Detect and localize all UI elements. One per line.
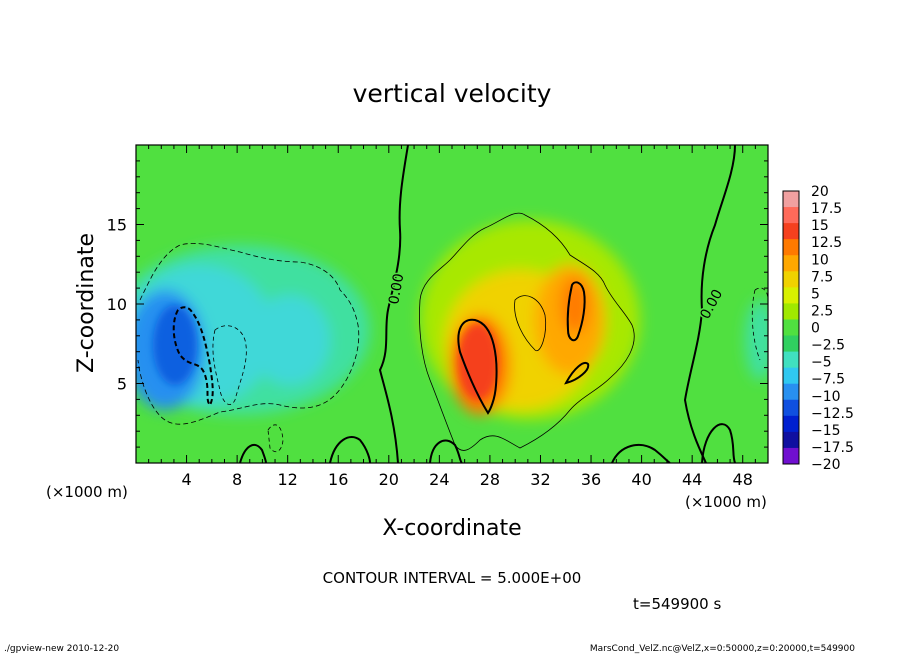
x-tick-label: 4 (181, 470, 191, 489)
colorbar-label: 5 (811, 286, 820, 302)
colorbar-label: 12.5 (811, 235, 842, 251)
colorbar-swatch (783, 255, 799, 272)
colorbar-swatch (783, 367, 799, 385)
chart-title: vertical velocity (353, 79, 552, 108)
footer-left: ./gpview-new 2010-12-20 (4, 644, 119, 654)
colorbar-label: 0 (811, 321, 820, 337)
colorbar-label: 20 (811, 184, 829, 200)
x-unit-left: (×1000 m) (46, 483, 128, 501)
colorbar-label: 10 (811, 252, 829, 268)
x-tick-label: 48 (733, 470, 753, 489)
colorbar-swatch (783, 191, 799, 208)
colorbar-swatch (783, 319, 799, 337)
colorbar-swatch (783, 335, 799, 353)
y-tick-label: 5 (117, 375, 127, 394)
colorbar-label: −10 (811, 389, 841, 405)
axis-ticks (136, 145, 768, 463)
colorbar-label: 17.5 (811, 201, 842, 217)
colorbar-label: −12.5 (811, 406, 854, 422)
y-axis-label: Z-coordinate (74, 233, 99, 373)
colorbar-swatch (783, 351, 799, 369)
colorbar-label: 15 (811, 218, 829, 234)
colorbar-swatch (783, 447, 799, 465)
colorbar-swatch (783, 303, 799, 320)
x-tick-labels: 4 8 12 16 20 24 28 32 36 40 44 48 (181, 470, 752, 489)
colorbar-swatch (783, 399, 799, 417)
colorbar-swatch (783, 431, 799, 449)
x-tick-label: 44 (682, 470, 702, 489)
x-tick-label: 12 (278, 470, 298, 489)
colorbar-swatch (783, 271, 799, 288)
x-tick-label: 8 (232, 470, 242, 489)
colorbar-label: 7.5 (811, 269, 833, 285)
colorbar-swatch (783, 223, 799, 240)
x-tick-label: 36 (581, 470, 601, 489)
y-tick-label: 10 (107, 295, 127, 314)
colorbar-label: −17.5 (811, 440, 854, 456)
x-tick-label: 24 (429, 470, 449, 489)
time-text: t=549900 s (633, 595, 721, 613)
y-tick-label: 15 (107, 216, 127, 235)
x-tick-label: 28 (480, 470, 500, 489)
colorbar-label: −2.5 (811, 338, 845, 354)
x-tick-label: 16 (328, 470, 348, 489)
colorbar-swatch (783, 239, 799, 256)
colorbar-label: −5 (811, 355, 832, 371)
footer-right: MarsCond_VelZ.nc@VelZ,x=0:50000,z=0:2000… (590, 644, 855, 654)
contour-interval-text: CONTOUR INTERVAL = 5.000E+00 (323, 569, 582, 587)
x-tick-label: 20 (379, 470, 399, 489)
x-axis-label: X-coordinate (382, 516, 521, 541)
x-unit-right: (×1000 m) (685, 493, 767, 511)
colorbar-label: −15 (811, 423, 841, 439)
y-tick-labels: 5 10 15 (107, 216, 127, 394)
heatmap-field (136, 145, 768, 463)
x-tick-label: 40 (631, 470, 651, 489)
colorbar-label: −7.5 (811, 372, 845, 388)
colorbar-label: −20 (811, 457, 841, 473)
colorbar-label: 2.5 (811, 303, 833, 319)
x-tick-label: 32 (530, 470, 550, 489)
colorbar-swatch (783, 383, 799, 401)
colorbar-swatch (783, 415, 799, 433)
contour-lines (137, 145, 768, 463)
colorbar-swatch (783, 287, 799, 304)
colorbar-swatch (783, 207, 799, 224)
colorbar-frame (782, 190, 800, 465)
